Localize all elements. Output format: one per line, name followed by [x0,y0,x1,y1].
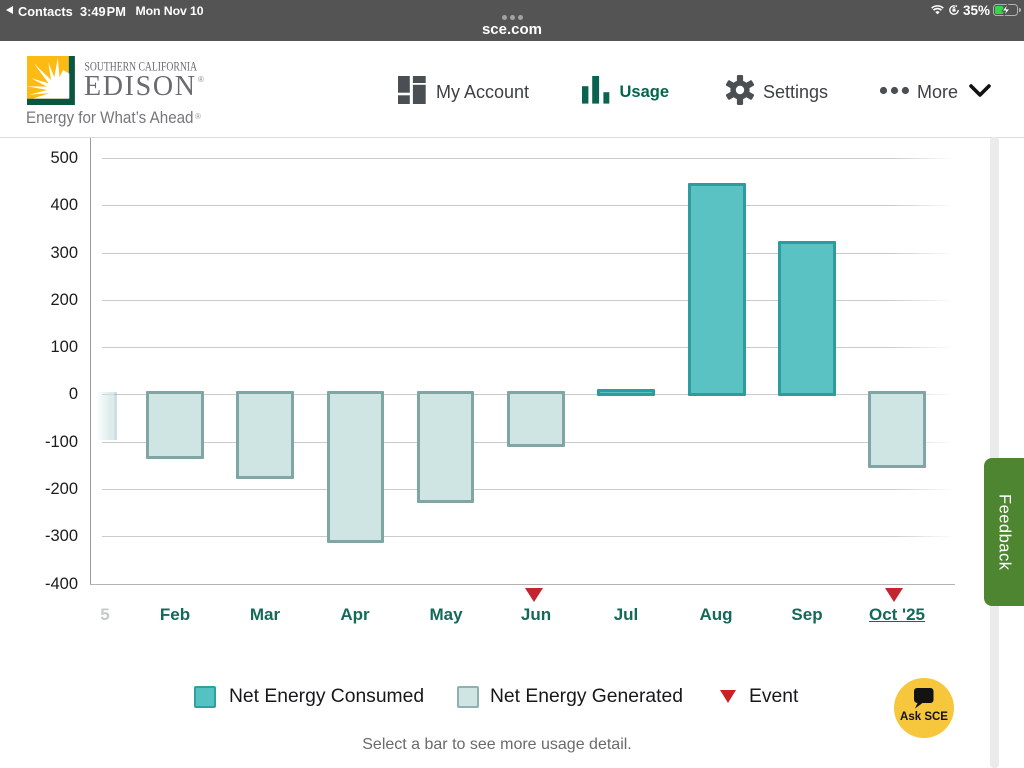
svg-text:Energy for What’s Ahead: Energy for What’s Ahead [26,108,194,127]
svg-text:®: ® [198,75,204,84]
svg-text:EDISON: EDISON [84,71,197,100]
svg-text:®: ® [195,112,201,121]
svg-text:SOUTHERN CALIFORNIA: SOUTHERN CALIFORNIA [85,59,198,73]
